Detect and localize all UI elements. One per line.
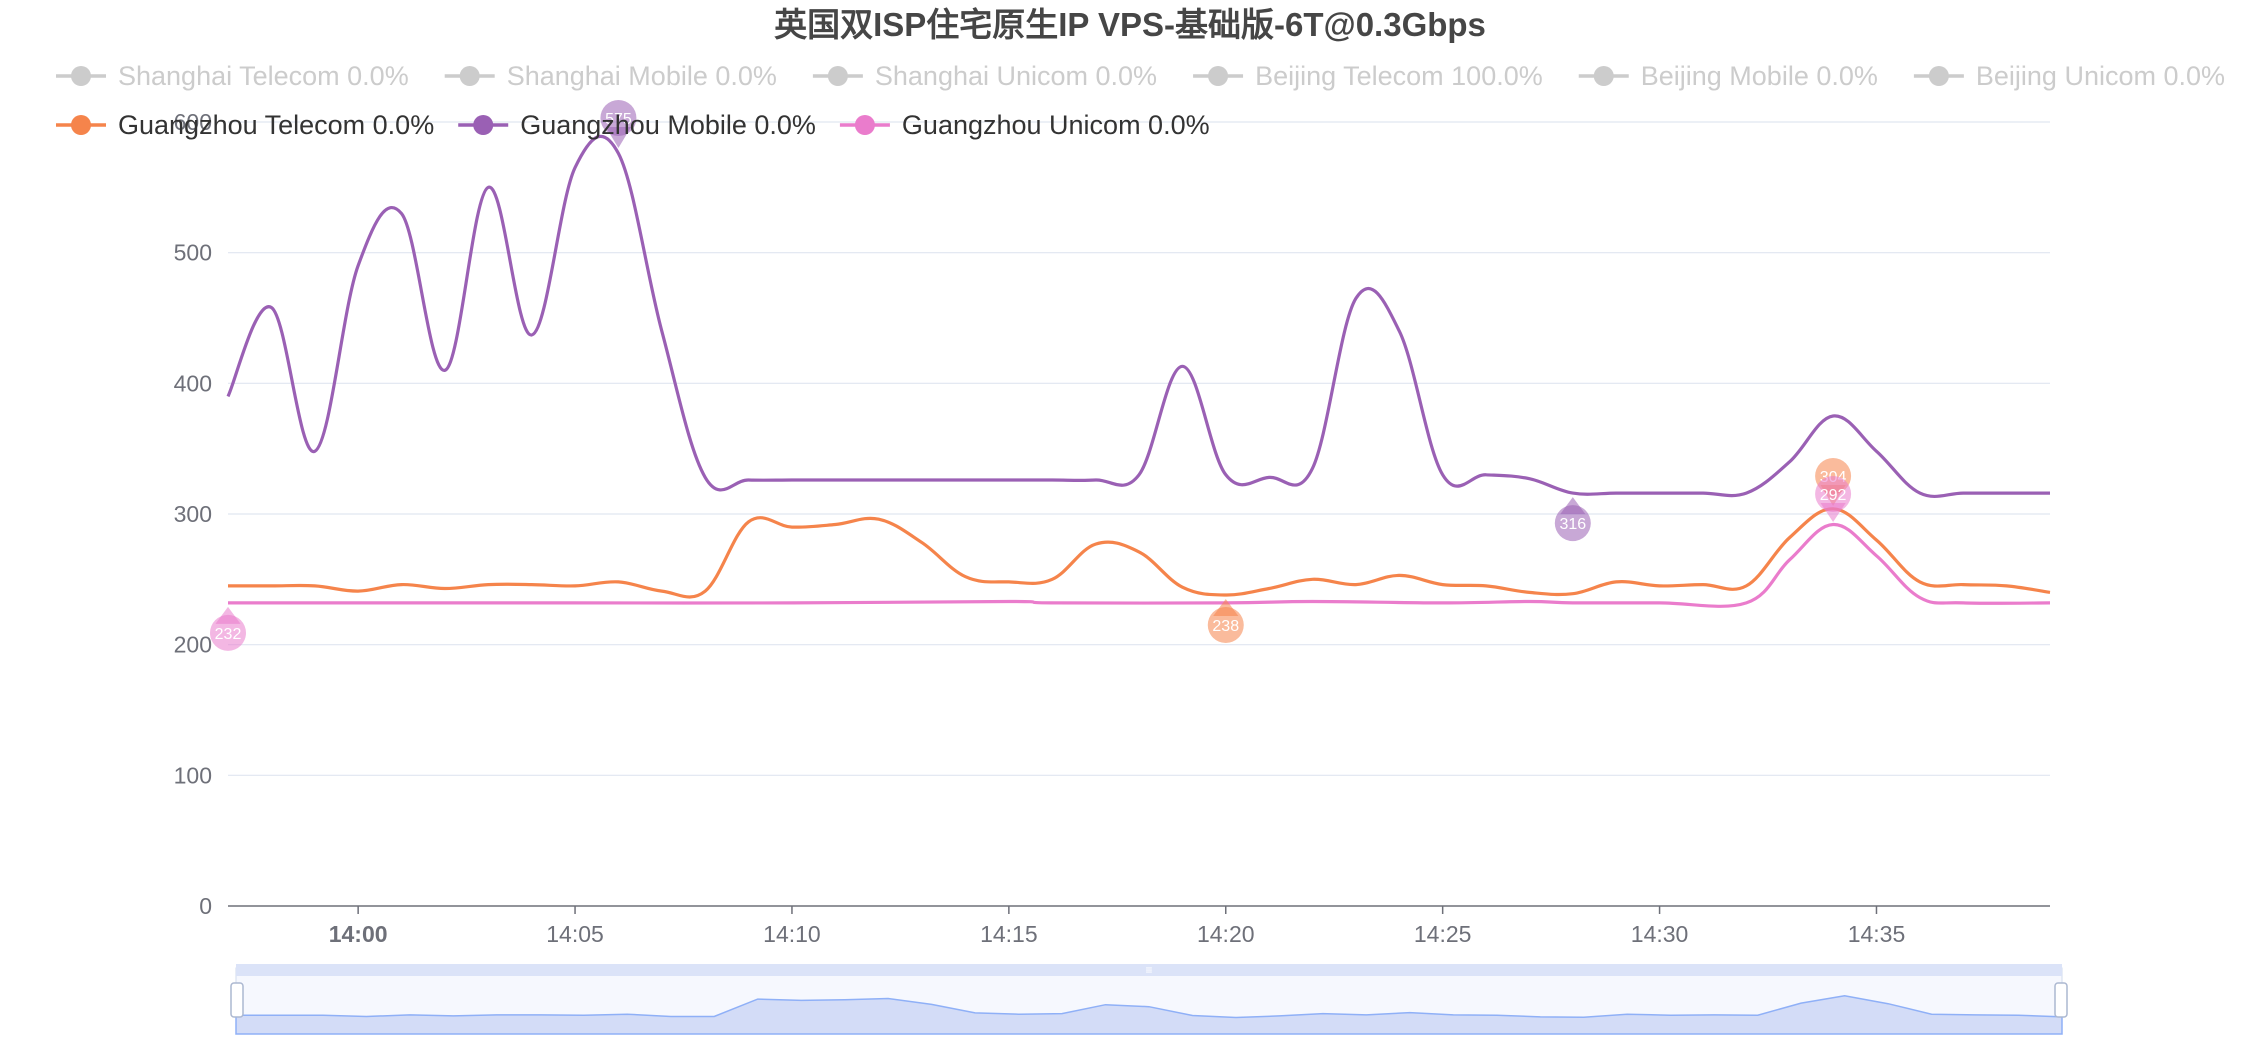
series-line [228,522,2051,608]
legend-swatch-dot [1928,66,1949,86]
series-lines [226,134,2051,608]
chart-title: 英国双ISP住宅原生IP VPS-基础版-6T@0.3Gbps [774,6,1486,43]
y-tick-label: 300 [174,501,212,527]
marker-pin: 575 [600,100,637,148]
legend-swatch-dot [1208,66,1229,86]
legend-swatch-dot [459,66,480,86]
legend-item[interactable]: Shanghai Telecom 0.0% [56,61,409,91]
marker-label: 316 [1559,516,1586,533]
legend-item[interactable]: Guangzhou Unicom 0.0% [839,110,1210,140]
marker-pin: 232 [210,606,246,651]
legend-label: Guangzhou Unicom 0.0% [902,110,1210,140]
x-tick-label: 14:30 [1631,921,1689,947]
marker-pin-body [210,614,246,651]
grid [228,121,2050,907]
legend-label: Shanghai Unicom 0.0% [875,61,1157,91]
legend-item[interactable]: Shanghai Unicom 0.0% [812,61,1157,91]
x-tick-label: 14:00 [329,921,388,947]
zoom-grip-icon[interactable]: ≡ [1145,963,1152,977]
legend-label: Guangzhou Telecom 0.0% [118,110,434,140]
zoom-handle-left[interactable] [230,982,244,1018]
marker-pin: 292 [1815,476,1852,522]
marker-label: 575 [605,111,632,128]
legend-label: Beijing Unicom 0.0% [1976,61,2225,91]
y-tick-label: 0 [199,893,212,919]
marker-pin-body [1815,476,1852,512]
legend-item[interactable]: Beijing Telecom 100.0% [1193,61,1543,91]
series-line [226,134,2050,498]
x-tick-label: 14:05 [546,921,604,947]
marker-label: 238 [1212,618,1239,635]
legend-item[interactable]: Guangzhou Telecom 0.0% [56,110,434,140]
zoom-handle-right[interactable] [2054,982,2068,1018]
y-tick-label: 100 [174,762,212,788]
y-tick-label: 600 [174,109,212,135]
legend-swatch-dot [827,66,848,86]
marker-pin: 238 [1207,599,1244,644]
legend-swatch-dot [854,115,875,135]
series-line [227,507,2051,599]
marker-pin-body [1207,607,1244,644]
y-tick-label: 500 [174,240,212,266]
markers: 238304575316232292 [210,100,1852,651]
x-tick-label: 14:15 [980,921,1038,947]
marker-pin-body [1554,505,1591,542]
zoom-move-bar[interactable] [236,964,2062,976]
y-tick-label: 400 [174,370,212,396]
x-tick-label: 14:10 [763,921,821,947]
legend-label: Guangzhou Mobile 0.0% [520,110,816,140]
marker-pin-body [600,100,637,136]
marker-pin: 316 [1554,497,1591,542]
legend-label: Beijing Mobile 0.0% [1641,61,1878,91]
legend-label: Beijing Telecom 100.0% [1255,61,1543,91]
marker-label: 292 [1820,487,1847,504]
legend-item[interactable]: Shanghai Mobile 0.0% [444,61,777,91]
legend-swatch-dot [71,66,91,86]
y-tick-label: 200 [174,632,212,658]
data-zoom-slider[interactable]: ≡ [230,963,2068,1035]
y-axis: 0 100 200 300 400 500 600 [174,109,212,919]
legend-swatch-dot [473,115,494,135]
legend-item[interactable]: Guangzhou Mobile 0.0% [458,110,816,140]
zoom-overview-area [235,995,2063,1035]
x-tick-label: 14:25 [1414,921,1472,947]
x-tick-label: 14:35 [1848,921,1906,947]
marker-label: 232 [215,626,242,643]
x-axis: 14:00 14:05 14:10 14:15 14:20 14:25 14:30 14:35 [329,906,1906,947]
legend-swatch-dot [1593,66,1614,86]
x-tick-label: 14:20 [1197,921,1255,947]
legend-item[interactable]: Beijing Unicom 0.0% [1913,61,2225,91]
legend-label: Shanghai Mobile 0.0% [507,61,777,91]
legend-swatch-dot [71,115,91,135]
legend[interactable]: Shanghai Telecom 0.0% Shanghai Mobile 0.0… [56,61,2225,140]
legend-label: Shanghai Telecom 0.0% [118,61,409,91]
legend-item[interactable]: Beijing Mobile 0.0% [1578,61,1878,91]
